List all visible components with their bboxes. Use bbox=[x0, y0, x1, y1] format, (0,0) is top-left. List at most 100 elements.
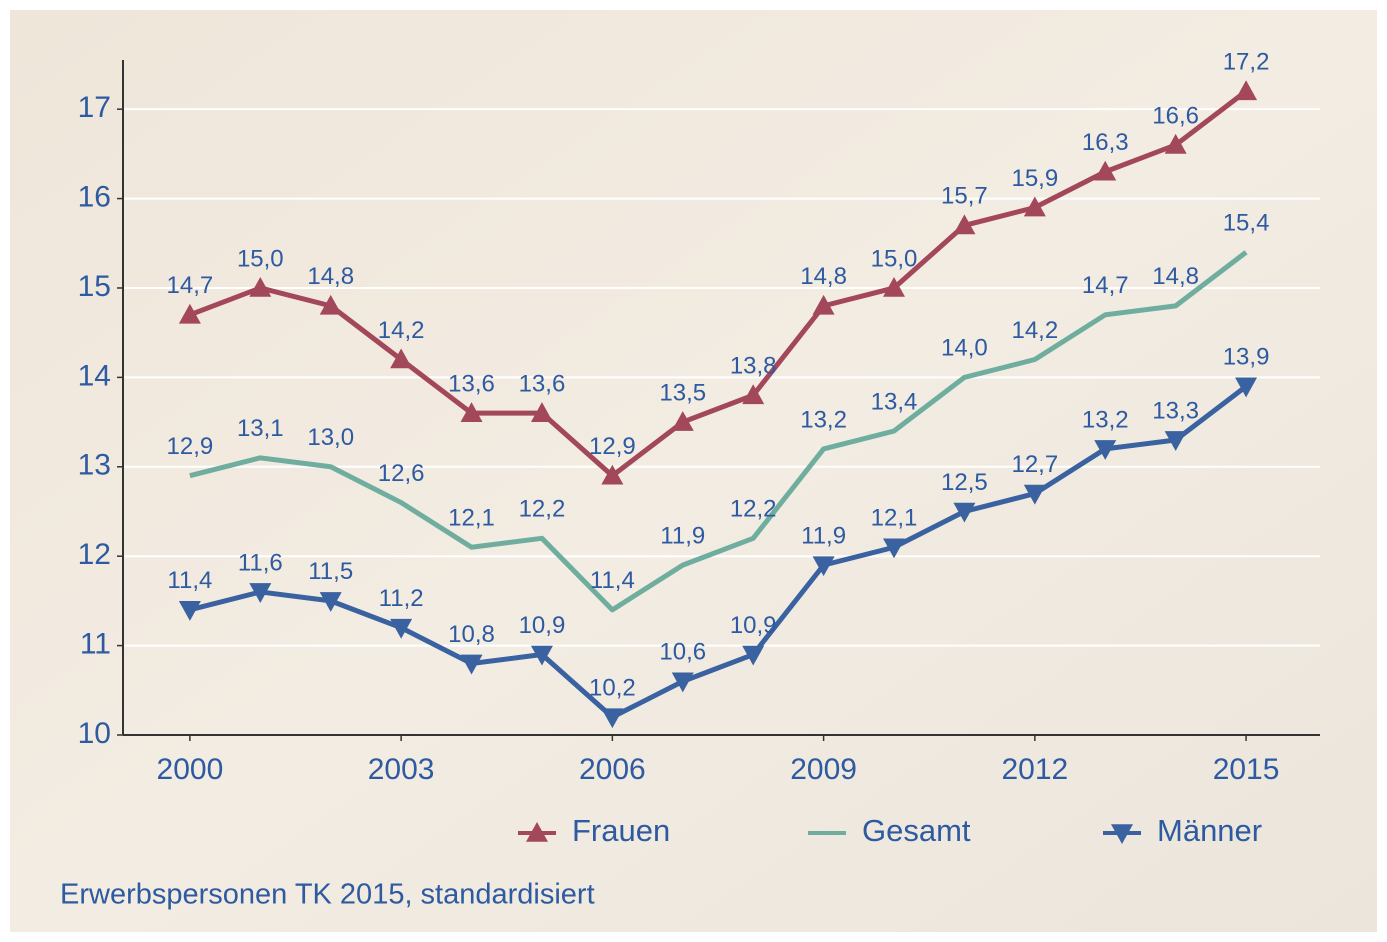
value-label: 11,9 bbox=[801, 522, 846, 549]
value-label: 12,5 bbox=[941, 469, 988, 496]
value-label: 13,5 bbox=[659, 379, 706, 406]
point-marker bbox=[953, 502, 976, 523]
value-label: 14,7 bbox=[167, 272, 214, 299]
value-label: 11,4 bbox=[590, 567, 635, 594]
value-label: 11,5 bbox=[308, 558, 353, 585]
legend-marker bbox=[1111, 824, 1133, 844]
background bbox=[10, 10, 1377, 932]
point-marker bbox=[742, 645, 765, 666]
point-marker bbox=[460, 654, 483, 675]
value-label: 12,7 bbox=[1011, 451, 1058, 478]
point-marker bbox=[178, 303, 201, 324]
value-label: 15,4 bbox=[1223, 210, 1270, 237]
series-line bbox=[189, 89, 1248, 479]
x-tick-label: 2015 bbox=[1213, 753, 1280, 786]
value-label: 13,6 bbox=[448, 370, 495, 397]
point-marker bbox=[1094, 160, 1117, 181]
value-label: 14,7 bbox=[1082, 272, 1129, 299]
value-label: 17,2 bbox=[1223, 49, 1270, 76]
value-label: 13,4 bbox=[871, 388, 918, 415]
value-label: 12,1 bbox=[871, 505, 918, 532]
y-tick-label: 13 bbox=[78, 449, 111, 482]
value-label: 14,0 bbox=[941, 335, 988, 362]
value-label: 13,0 bbox=[307, 424, 354, 451]
value-label: 15,0 bbox=[871, 245, 918, 272]
value-label: 13,3 bbox=[1152, 397, 1199, 424]
value-label: 13,6 bbox=[519, 370, 566, 397]
point-marker bbox=[1164, 133, 1187, 154]
series-line bbox=[189, 250, 1248, 613]
value-label: 12,1 bbox=[448, 505, 495, 532]
y-tick-label: 11 bbox=[80, 628, 111, 661]
point-marker bbox=[178, 601, 201, 621]
x-tick-label: 2009 bbox=[790, 753, 857, 786]
y-tick-label: 15 bbox=[78, 270, 111, 303]
point-marker bbox=[1235, 377, 1258, 398]
x-tick-label: 2003 bbox=[368, 753, 435, 786]
x-tick-label: 2012 bbox=[1001, 753, 1068, 786]
point-marker bbox=[812, 556, 835, 577]
point-marker bbox=[1164, 431, 1187, 451]
value-label: 13,1 bbox=[237, 415, 284, 442]
value-label: 10,2 bbox=[589, 674, 636, 701]
value-label: 11,9 bbox=[660, 522, 705, 549]
legend-label: Gesamt bbox=[862, 813, 971, 848]
value-label: 13,2 bbox=[800, 406, 847, 433]
point-marker bbox=[530, 645, 553, 666]
point-marker bbox=[1023, 196, 1046, 217]
value-label: 11,2 bbox=[379, 585, 424, 612]
value-label: 15,7 bbox=[941, 183, 988, 210]
point-marker bbox=[671, 411, 694, 431]
value-label: 12,9 bbox=[167, 433, 214, 460]
y-tick-label: 17 bbox=[78, 91, 111, 124]
value-label: 14,2 bbox=[1011, 317, 1058, 344]
point-marker bbox=[883, 538, 906, 559]
value-label: 13,9 bbox=[1223, 344, 1270, 371]
value-label: 12,9 bbox=[589, 433, 636, 460]
series-line bbox=[189, 384, 1248, 720]
point-marker bbox=[601, 708, 624, 729]
value-label: 16,3 bbox=[1082, 129, 1129, 156]
point-marker bbox=[883, 276, 906, 297]
point-marker bbox=[812, 294, 835, 315]
point-marker bbox=[460, 402, 483, 422]
y-tick-label: 12 bbox=[78, 538, 111, 571]
value-label: 13,8 bbox=[730, 353, 777, 380]
value-label: 10,8 bbox=[448, 621, 495, 648]
y-tick-label: 10 bbox=[78, 717, 111, 750]
point-marker bbox=[390, 618, 413, 639]
plot-area: 10 11 12 13 14 15 16 17 2000 2003 2006 2009 2012 2015… bbox=[78, 49, 1320, 848]
point-marker bbox=[319, 294, 342, 315]
value-label: 11,6 bbox=[238, 549, 283, 576]
value-label: 10,6 bbox=[659, 639, 706, 666]
value-label: 12,2 bbox=[519, 496, 566, 523]
value-label: 12,2 bbox=[730, 496, 777, 523]
point-marker bbox=[1023, 484, 1046, 505]
legend-marker bbox=[526, 822, 548, 842]
value-label: 15,0 bbox=[237, 245, 284, 272]
point-marker bbox=[1235, 80, 1258, 101]
point-marker bbox=[1094, 440, 1117, 460]
point-marker bbox=[742, 384, 765, 405]
point-marker bbox=[671, 672, 694, 693]
value-label: 14,8 bbox=[307, 263, 354, 290]
point-marker bbox=[319, 592, 342, 612]
y-tick-label: 14 bbox=[78, 359, 111, 392]
point-marker bbox=[249, 583, 272, 603]
value-label: 13,2 bbox=[1082, 406, 1129, 433]
point-marker bbox=[601, 464, 624, 485]
value-label: 14,8 bbox=[1152, 263, 1199, 290]
x-tick-label: 2000 bbox=[157, 753, 224, 786]
value-label: 14,2 bbox=[378, 317, 425, 344]
chart-note: Erwerbspersonen TK 2015, standardisiert bbox=[60, 879, 595, 911]
value-label: 14,8 bbox=[800, 263, 847, 290]
value-label: 12,6 bbox=[378, 460, 425, 487]
x-tick-label: 2006 bbox=[579, 753, 646, 786]
point-marker bbox=[530, 402, 553, 422]
point-marker bbox=[953, 214, 976, 235]
legend-label: Männer bbox=[1157, 813, 1262, 848]
value-label: 11,4 bbox=[167, 567, 212, 594]
value-label: 10,9 bbox=[519, 612, 566, 639]
value-label: 10,9 bbox=[730, 612, 777, 639]
